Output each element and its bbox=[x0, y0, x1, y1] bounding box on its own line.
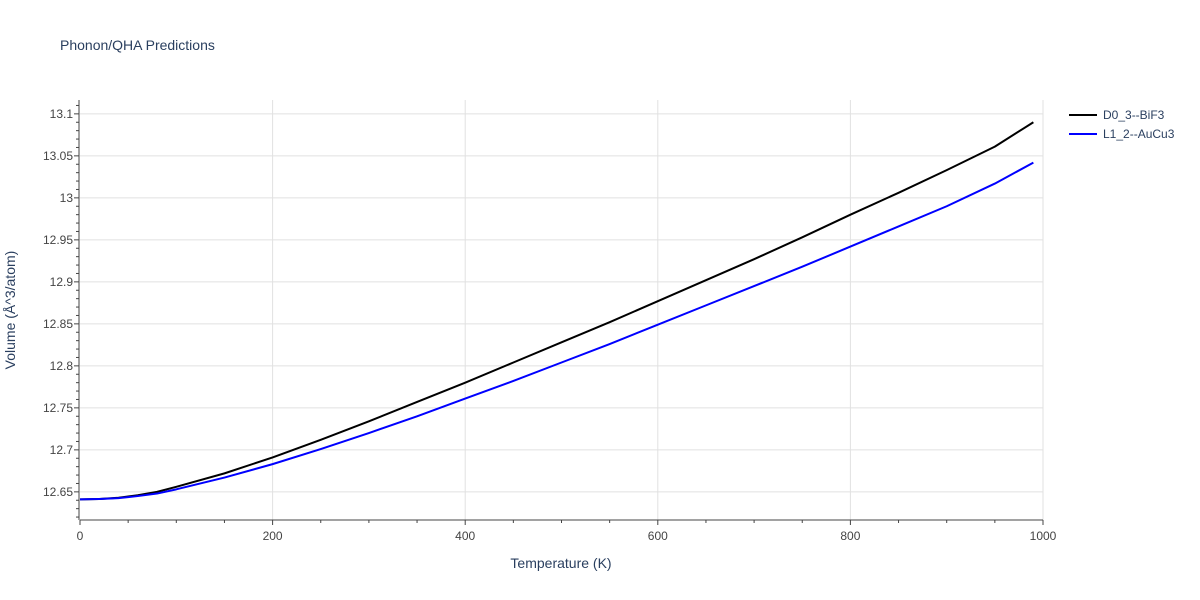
x-tick-label: 200 bbox=[263, 529, 283, 543]
y-tick-label: 12.75 bbox=[43, 401, 73, 415]
axes bbox=[74, 100, 1044, 525]
x-tick-label: 400 bbox=[455, 529, 475, 543]
series-line-1[interactable] bbox=[79, 161, 1034, 501]
y-tick-label: 13 bbox=[60, 191, 74, 205]
y-tick-label: 12.85 bbox=[43, 317, 73, 331]
y-tick-label: 12.65 bbox=[43, 485, 73, 499]
legend-item[interactable]: L1_2--AuCu3 bbox=[1069, 127, 1175, 141]
x-tick-label: 800 bbox=[840, 529, 860, 543]
series-line-0[interactable] bbox=[79, 121, 1034, 501]
y-tick-labels: 12.65 12.7 12.75 12.8 12.85 12.9 12.95 13 13.05 1… bbox=[43, 107, 73, 499]
x-axis-title: Temperature (K) bbox=[510, 555, 611, 571]
y-tick-label: 12.9 bbox=[50, 275, 74, 289]
x-tick-label: 1000 bbox=[1030, 529, 1057, 543]
y-tick-label: 12.7 bbox=[50, 443, 74, 457]
y-tick-label: 13.1 bbox=[50, 107, 74, 121]
y-tick-label: 13.05 bbox=[43, 149, 73, 163]
chart-title: Phonon/QHA Predictions bbox=[60, 37, 215, 53]
x-tick-label: 0 bbox=[77, 529, 84, 543]
x-tick-labels: 0 200 400 600 800 1000 bbox=[77, 529, 1057, 543]
grid bbox=[80, 100, 1044, 520]
legend-label: D0_3--BiF3 bbox=[1103, 108, 1165, 122]
y-tick-label: 12.95 bbox=[43, 233, 73, 247]
legend-item[interactable]: D0_3--BiF3 bbox=[1069, 108, 1165, 122]
x-tick-label: 600 bbox=[648, 529, 668, 543]
y-tick-label: 12.8 bbox=[50, 359, 74, 373]
y-axis-title: Volume (Å^3/atom) bbox=[2, 251, 18, 370]
series-lines bbox=[79, 121, 1034, 501]
legend-label: L1_2--AuCu3 bbox=[1103, 127, 1175, 141]
legend[interactable]: D0_3--BiF3 L1_2--AuCu3 bbox=[1069, 108, 1175, 141]
